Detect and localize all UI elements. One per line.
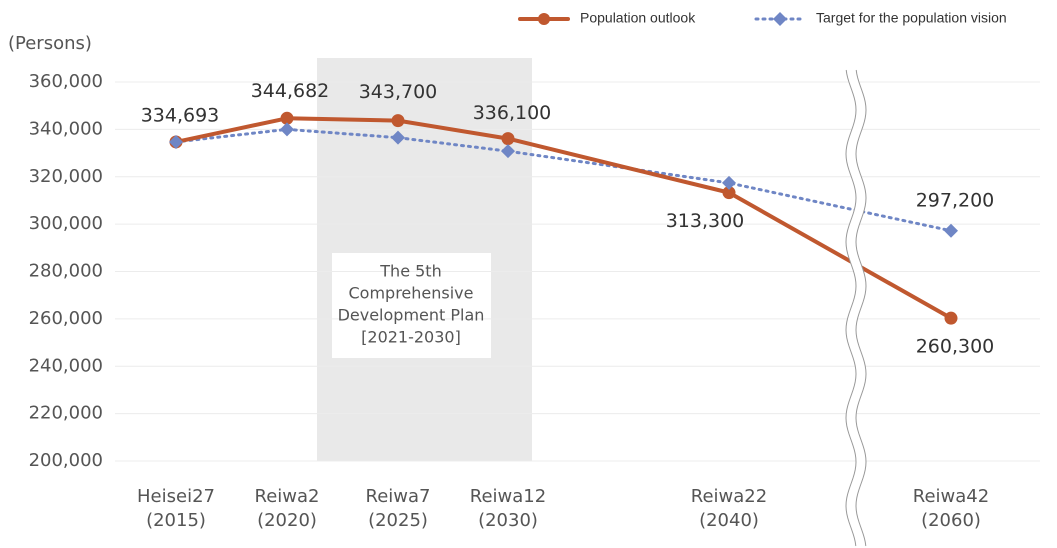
- annotation-text: Development Plan: [338, 306, 485, 325]
- axis-break-line: [845, 69, 857, 547]
- x-tick-label: Reiwa7: [366, 486, 431, 507]
- point-marker: [280, 122, 294, 137]
- point-marker: [722, 175, 736, 190]
- point-marker: [501, 144, 515, 159]
- x-tick-label: Reiwa2: [255, 486, 320, 507]
- annotation-text: [2021-2030]: [361, 328, 461, 347]
- point-marker: [391, 130, 405, 145]
- y-tick-label: 200,000: [29, 450, 103, 471]
- annotation-text: The 5th: [379, 262, 441, 281]
- annotation-text: Comprehensive: [349, 284, 474, 303]
- data-label: 336,100: [473, 102, 552, 124]
- point-marker: [169, 134, 183, 149]
- y-tick-label: 360,000: [29, 71, 103, 92]
- x-tick-label: (2030): [478, 510, 538, 531]
- x-tick-label: (2040): [699, 510, 759, 531]
- x-tick-label: (2060): [921, 510, 981, 531]
- data-label: 260,300: [916, 336, 995, 358]
- legend-marker: [773, 12, 787, 26]
- y-tick-label: 220,000: [29, 403, 103, 424]
- y-tick-label: 240,000: [29, 355, 103, 376]
- axis-break-line: [855, 69, 867, 547]
- x-tick-label: Reiwa42: [913, 486, 989, 507]
- point-marker: [722, 186, 736, 200]
- x-tick-label: (2025): [368, 510, 428, 531]
- legend-label: Population outlook: [580, 10, 696, 26]
- y-tick-label: 340,000: [29, 118, 103, 139]
- data-label: 344,682: [251, 80, 330, 102]
- series-line: [174, 116, 953, 321]
- y-tick-label: 320,000: [29, 166, 103, 187]
- data-label: 297,200: [916, 189, 995, 211]
- x-tick-label: (2020): [257, 510, 317, 531]
- axis-break-fill: [846, 70, 866, 546]
- point-marker: [280, 111, 294, 125]
- legend-marker: [538, 13, 550, 25]
- y-axis-label: (Persons): [8, 33, 92, 54]
- annotation-box: [332, 253, 491, 358]
- point-marker: [944, 311, 958, 325]
- x-tick-label: Heisei27: [137, 486, 215, 507]
- data-label: 343,700: [359, 81, 438, 103]
- point-marker: [944, 223, 958, 238]
- y-tick-label: 300,000: [29, 213, 103, 234]
- legend-label: Target for the population vision: [816, 10, 1007, 26]
- point-marker: [391, 114, 405, 128]
- x-tick-label: Reiwa12: [470, 486, 546, 507]
- x-tick-label: Reiwa22: [691, 486, 767, 507]
- series-line: [174, 127, 953, 233]
- data-label: 313,300: [666, 210, 745, 232]
- y-tick-label: 280,000: [29, 261, 103, 282]
- data-label: 334,693: [141, 104, 220, 126]
- y-tick-label: 260,000: [29, 308, 103, 329]
- x-tick-label: (2015): [146, 510, 206, 531]
- point-marker: [501, 132, 515, 146]
